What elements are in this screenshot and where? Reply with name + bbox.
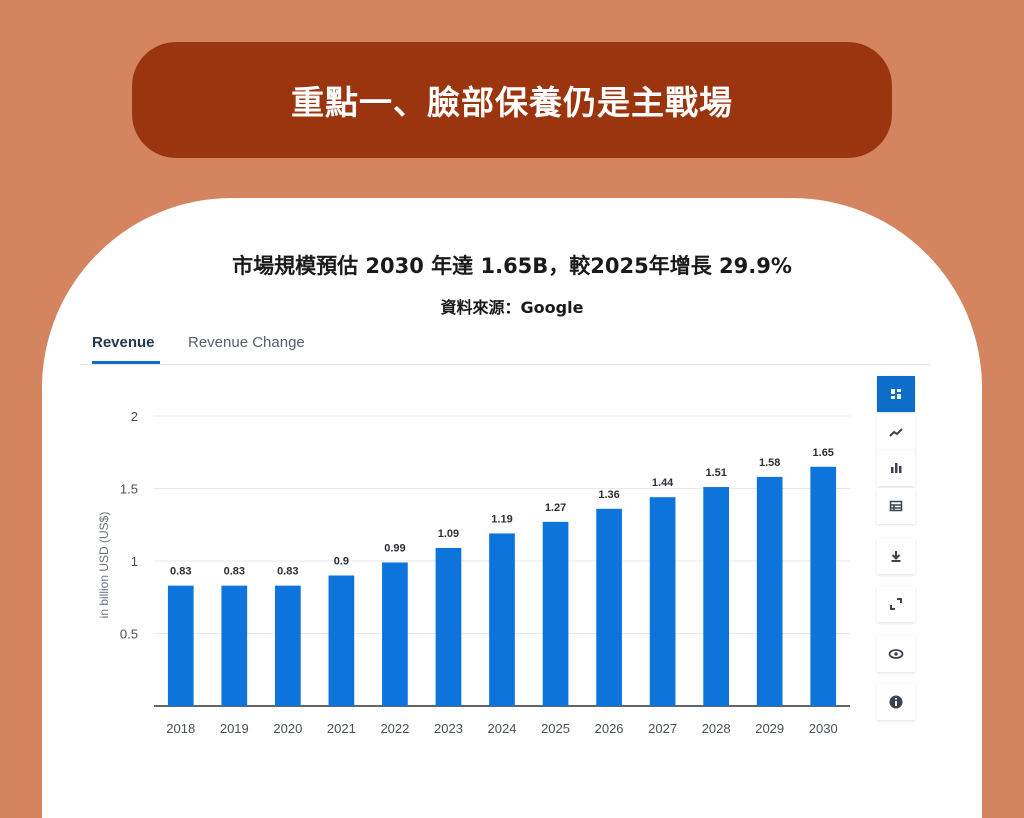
expand-icon xyxy=(890,598,902,610)
download-button[interactable] xyxy=(877,538,915,574)
card-source: 資料來源：Google xyxy=(440,298,584,317)
data-label: 1.44 xyxy=(652,477,674,489)
bar xyxy=(435,547,462,706)
bar xyxy=(328,575,355,706)
y-tick-label: 2 xyxy=(131,409,138,424)
table-button[interactable] xyxy=(877,488,915,524)
x-tick-label: 2028 xyxy=(702,721,731,736)
y-tick-label: 1 xyxy=(131,554,138,569)
header-title: 重點一、臉部保養仍是主戰場 xyxy=(291,83,733,122)
data-label: 0.83 xyxy=(277,566,298,578)
eye-icon xyxy=(888,649,904,659)
x-tick-label: 2026 xyxy=(595,721,624,736)
y-tick-label: 1.5 xyxy=(120,482,138,497)
x-tick-label: 2020 xyxy=(273,721,302,736)
bar-chart: 0.5 1 1.5 2 in billion USD (US$) 0.83 2018 0.83… xyxy=(97,409,850,736)
dashboard-button[interactable] xyxy=(877,376,915,412)
data-label: 1.36 xyxy=(598,489,619,501)
bar xyxy=(810,466,837,706)
data-label: 1.27 xyxy=(545,502,566,514)
x-tick-label: 2018 xyxy=(166,721,195,736)
x-tick-label: 2019 xyxy=(220,721,249,736)
chart-tabs: Revenue Revenue Change xyxy=(80,322,930,365)
card-title: 市場規模預估 2030 年達 1.65B，較2025年增長 29.9% xyxy=(232,254,792,278)
data-label: 0.9 xyxy=(334,556,349,568)
bar xyxy=(489,533,515,706)
dashboard-icon xyxy=(891,389,901,399)
x-tick-label: 2029 xyxy=(755,721,784,736)
info-icon xyxy=(889,695,903,709)
header-banner: 重點一、臉部保養仍是主戰場 xyxy=(132,42,892,158)
expand-button[interactable] xyxy=(877,586,915,622)
y-axis-label: in billion USD (US$) xyxy=(97,512,111,619)
x-tick-label: 2025 xyxy=(541,721,570,736)
data-label: 1.09 xyxy=(438,528,459,540)
bar xyxy=(167,585,194,706)
data-label: 0.83 xyxy=(224,566,245,578)
x-tick-label: 2022 xyxy=(380,721,409,736)
line-chart-button[interactable] xyxy=(877,414,915,450)
bar xyxy=(596,508,622,706)
data-label: 0.83 xyxy=(170,566,191,578)
data-label: 1.19 xyxy=(491,513,512,525)
download-icon xyxy=(891,551,901,562)
x-tick-label: 2030 xyxy=(809,721,838,736)
x-tick-label: 2024 xyxy=(488,721,517,736)
x-tick-label: 2023 xyxy=(434,721,463,736)
data-label: 1.58 xyxy=(759,457,780,469)
tab-revenue[interactable]: Revenue xyxy=(92,334,155,351)
line-chart-icon xyxy=(889,428,903,437)
bar xyxy=(542,521,569,706)
data-label: 1.65 xyxy=(813,447,834,459)
bar xyxy=(382,562,408,706)
bar-chart-button[interactable] xyxy=(877,450,915,486)
x-tick-label: 2021 xyxy=(327,721,356,736)
tab-revenue-change[interactable]: Revenue Change xyxy=(188,334,305,351)
table-icon xyxy=(889,500,903,512)
bar xyxy=(274,585,301,706)
bar xyxy=(703,487,730,706)
data-label: 1.51 xyxy=(705,467,726,479)
bar xyxy=(756,476,783,706)
eye-button[interactable] xyxy=(877,636,915,672)
bar xyxy=(221,585,248,706)
bar-chart-icon xyxy=(891,463,902,473)
data-label: 0.99 xyxy=(384,542,405,554)
x-tick-label: 2027 xyxy=(648,721,677,736)
active-tab-indicator xyxy=(92,361,160,364)
y-tick-label: 0.5 xyxy=(120,627,138,642)
info-button[interactable] xyxy=(877,684,915,720)
bar xyxy=(649,497,676,706)
